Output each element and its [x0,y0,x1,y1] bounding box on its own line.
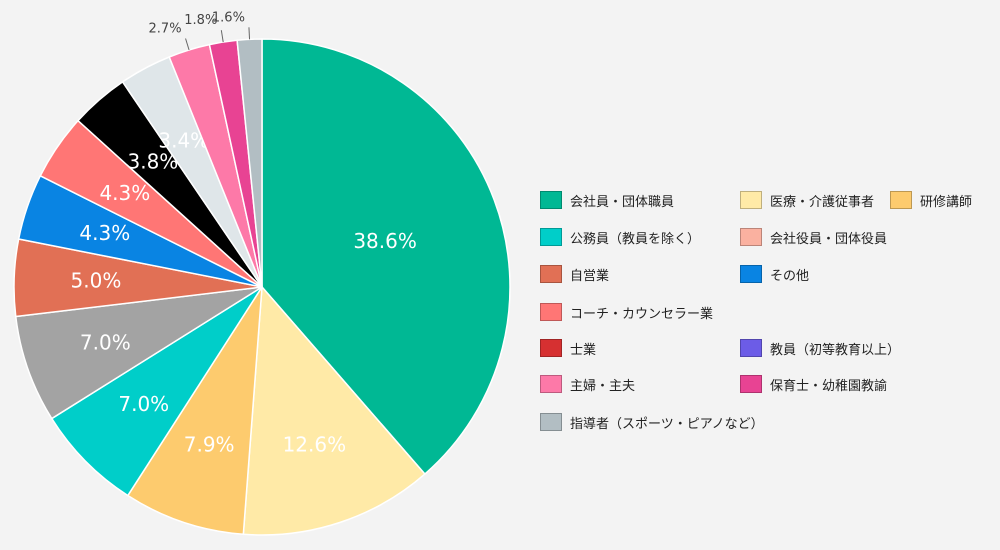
legend-item: 自営業 [540,262,609,286]
legend-label: 自営業 [570,268,610,284]
legend-label: 指導者（スポーツ・ピアノなど） [570,416,764,432]
slice-label: 5.0% [71,269,122,293]
slice-label: 7.9% [184,433,235,457]
legend-swatch [890,191,912,209]
legend-label: 公務員（教員を除く） [570,231,701,247]
slice-label: 7.0% [80,330,131,354]
slice-label: 2.7% [149,21,182,36]
legend-label: 研修講師 [920,194,973,210]
pie-slice [242,285,426,536]
legend-swatch [540,265,562,283]
slice-label: 1.8% [184,13,217,28]
legend-swatch [540,375,562,393]
legend-swatch [740,339,762,357]
legend-swatch [540,339,562,357]
legend-item: 保育士・幼稚園教諭 [740,372,887,396]
pie-slice [126,286,263,536]
slice-label: 3.8% [127,150,178,174]
legend-item: 会社員・団体職員 [540,188,674,212]
legend-item: 教員（初等教育以上） [740,336,900,360]
slice-label: 7.0% [118,392,169,416]
slice-label: 4.3% [79,221,130,245]
legend-item: 会社役員・団体役員 [740,225,887,249]
legend-item: その他 [740,262,809,286]
slice-label: 4.3% [99,181,150,205]
legend-item: 指導者（スポーツ・ピアノなど） [540,410,764,434]
legend-swatch [540,303,562,321]
legend-swatch [740,228,762,246]
slice-label: 1.6% [212,10,245,25]
slice-leader-line [220,30,224,43]
legend-item: 医療・介護従事者 [740,188,874,212]
legend-label: 主婦・主夫 [570,378,636,394]
legend-label: 会社役員・団体役員 [770,231,888,247]
legend-swatch [740,265,762,283]
pie-slice [261,38,511,476]
legend-label: その他 [770,268,810,284]
pie-slice [50,286,263,497]
legend-label: 保育士・幼稚園教諭 [770,378,888,394]
legend-swatch [540,228,562,246]
legend-swatch [740,191,762,209]
slice-leader-line [248,27,251,40]
pie-slice [14,286,263,420]
legend-label: 士業 [570,342,597,358]
slice-label: 38.6% [353,229,417,253]
legend-label: コーチ・カウンセラー業 [570,306,714,322]
slice-leader-line [185,38,190,51]
legend-label: 医療・介護従事者 [770,194,875,210]
legend-swatch [740,375,762,393]
legend-item: 公務員（教員を除く） [540,225,700,249]
legend-swatch [540,191,562,209]
legend-swatch [540,413,562,431]
legend-label: 会社員・団体職員 [570,194,675,210]
legend-item: 士業 [540,336,596,360]
legend-item: 研修講師 [890,188,972,212]
slice-label: 12.6% [283,433,347,457]
legend-label: 教員（初等教育以上） [770,342,901,358]
legend-item: コーチ・カウンセラー業 [540,300,713,324]
legend-item: 主婦・主夫 [540,372,635,396]
